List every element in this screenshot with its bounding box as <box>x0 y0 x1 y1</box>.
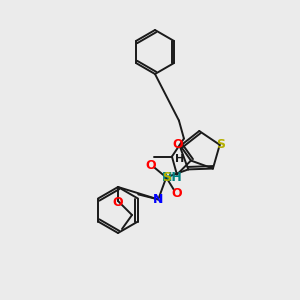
Text: O: O <box>172 138 183 151</box>
Text: N: N <box>153 193 164 206</box>
Text: O: O <box>145 159 156 172</box>
Text: S: S <box>216 138 225 151</box>
Text: S: S <box>162 171 171 184</box>
Text: H: H <box>175 154 184 164</box>
Text: NH: NH <box>162 171 182 184</box>
Text: O: O <box>171 187 181 200</box>
Text: O: O <box>113 196 123 208</box>
